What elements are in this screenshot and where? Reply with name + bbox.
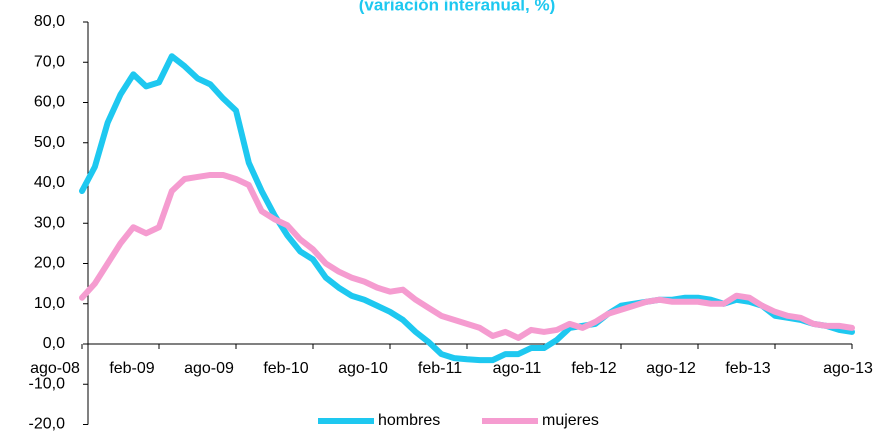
- y-tick-label: 10,0: [34, 295, 65, 312]
- y-tick-label: 20,0: [34, 255, 65, 272]
- y-tick-label: 30,0: [34, 214, 65, 231]
- y-tick-label: 60,0: [34, 94, 65, 111]
- y-tick-label: 70,0: [34, 53, 65, 70]
- y-tick-label: 0,0: [43, 335, 65, 352]
- x-tick-label: feb-10: [263, 360, 308, 377]
- x-tick-label: ago-11: [493, 360, 542, 377]
- x-tick-label: feb-09: [109, 360, 154, 377]
- x-tick-label: ago-10: [338, 360, 388, 377]
- y-tick-label: -20,0: [29, 416, 66, 432]
- x-tick-label: feb-11: [418, 360, 462, 377]
- legend-label: mujeres: [542, 412, 599, 429]
- y-tick-label: 80,0: [34, 13, 65, 30]
- y-tick-label: 40,0: [34, 174, 65, 191]
- x-tick-label: feb-13: [725, 360, 770, 377]
- x-tick-label: ago-13: [823, 360, 873, 377]
- x-tick-label: ago-09: [184, 360, 234, 377]
- x-tick-label: feb-12: [571, 360, 616, 377]
- y-tick-label: -10,0: [29, 375, 66, 392]
- x-tick-label: ago-12: [646, 360, 696, 377]
- y-tick-label: 50,0: [34, 134, 65, 151]
- legend-label: hombres: [378, 412, 440, 429]
- chart-subtitle: (variación interanual, %): [359, 0, 556, 14]
- x-tick-label: ago-08: [30, 360, 80, 377]
- line-series: [79, 53, 855, 364]
- line-series: [79, 171, 855, 341]
